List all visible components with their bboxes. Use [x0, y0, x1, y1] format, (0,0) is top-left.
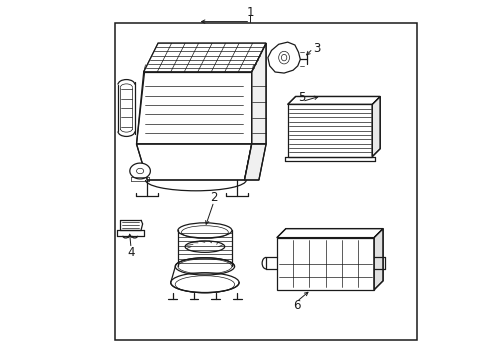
Polygon shape	[136, 144, 251, 180]
Polygon shape	[373, 229, 382, 290]
Bar	[276, 238, 373, 290]
Polygon shape	[287, 96, 380, 104]
Polygon shape	[267, 42, 300, 73]
Bar	[287, 104, 371, 157]
Bar	[115, 23, 416, 340]
Text: 2: 2	[210, 191, 217, 204]
Text: 1: 1	[246, 6, 253, 19]
Polygon shape	[371, 96, 380, 157]
Polygon shape	[276, 229, 382, 238]
Polygon shape	[136, 72, 251, 144]
Polygon shape	[244, 144, 265, 180]
Text: 3: 3	[312, 42, 320, 55]
Polygon shape	[251, 43, 265, 144]
Text: 5: 5	[298, 91, 305, 104]
Text: 4: 4	[127, 246, 135, 259]
Text: 6: 6	[292, 299, 300, 312]
Polygon shape	[130, 163, 150, 179]
Polygon shape	[143, 43, 265, 72]
